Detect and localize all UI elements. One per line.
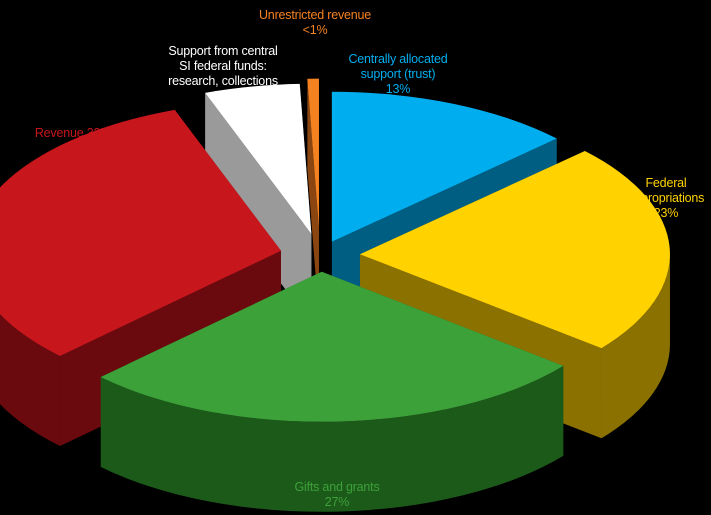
slice-support-from-central-si-federal-funds-research-collections-top	[205, 83, 312, 234]
slice-gifts-and-grants-top	[100, 271, 564, 422]
label-line: appropriations	[627, 191, 705, 205]
label-line: research, collections	[168, 74, 278, 88]
label-value: 27%	[324, 495, 350, 509]
label-line: Revenue 32%	[34, 126, 112, 140]
slice-unrestricted-revenue	[307, 78, 319, 319]
slice-federal-appropriations-top	[359, 151, 670, 349]
label-value: 23%	[653, 206, 679, 220]
slice-centrally-allocated-support-trust-top	[331, 91, 557, 242]
slice-support-from-central-si-federal-funds-research-collections-radial-side-start	[205, 92, 312, 324]
slice-unrestricted-revenue-top	[307, 78, 319, 229]
label-unrestricted-revenue: Unrestricted revenue <1%	[240, 8, 390, 38]
label-federal-appropriations: Federal appropriations 23%	[612, 176, 711, 221]
slice-gifts-and-grants	[100, 271, 564, 512]
label-centrally-allocated-support-trust: Centrally allocated support (trust) 13%	[342, 52, 454, 97]
label-revenue: Revenue 32%	[18, 126, 128, 141]
label-value: 13%	[385, 82, 411, 96]
slice-revenue-outer-side	[0, 314, 61, 447]
slice-federal-appropriations-outer-side-b	[601, 254, 670, 439]
slice-gifts-and-grants-outer-side	[100, 365, 564, 512]
label-line: support (trust)	[360, 67, 436, 81]
label-line: Gifts and grants	[294, 480, 380, 494]
label-line: Unrestricted revenue	[258, 8, 372, 22]
label-line: Federal	[645, 176, 687, 190]
label-value: <1%	[302, 23, 328, 37]
slice-support-from-central-si-federal-funds-research-collections	[205, 83, 312, 324]
label-gifts-and-grants: Gifts and grants 27%	[272, 480, 402, 510]
slice-unrestricted-revenue-radial-side-start	[307, 78, 319, 319]
label-line: Centrally allocated	[348, 52, 448, 66]
slice-revenue-top	[0, 109, 281, 357]
label-line: SI federal funds:	[179, 59, 267, 73]
label-value: 5%	[214, 89, 232, 103]
label-support-from-central-si-federal-funds-research-collections: Support from central SI federal funds: res…	[150, 44, 296, 104]
label-line: Support from central	[168, 44, 278, 58]
